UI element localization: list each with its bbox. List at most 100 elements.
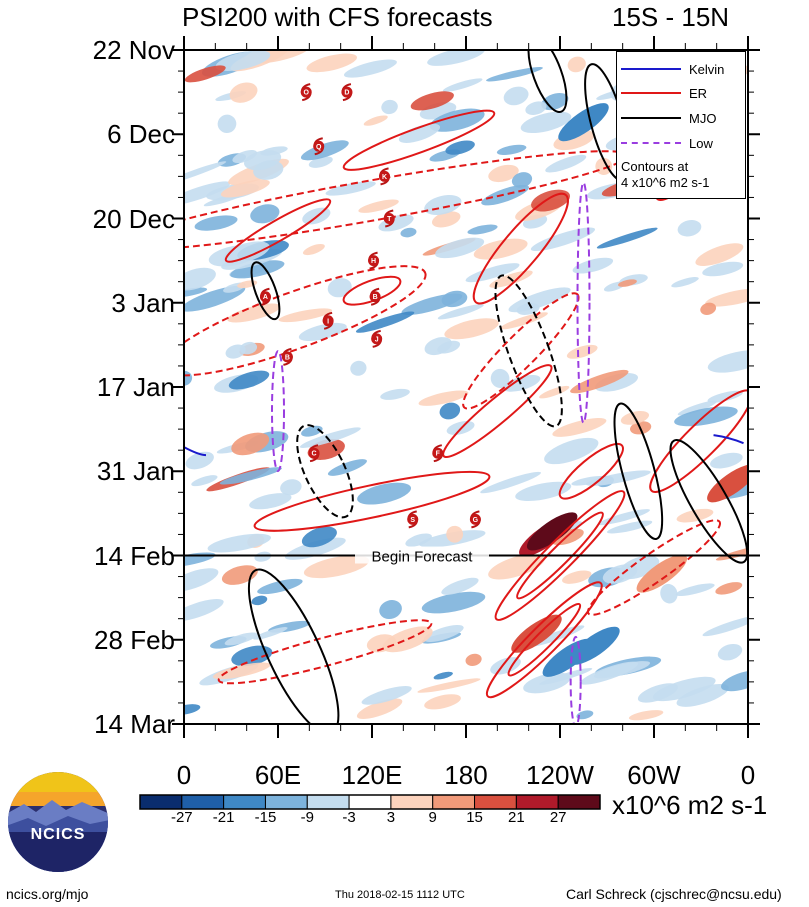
field-patch xyxy=(215,50,271,71)
field-patch xyxy=(702,261,744,277)
colorbar-tick-label: 3 xyxy=(386,809,396,826)
field-patch xyxy=(257,578,303,595)
field-patch xyxy=(253,627,288,640)
storm-eye xyxy=(369,291,381,303)
field-patch xyxy=(444,318,499,340)
field-patch xyxy=(488,553,545,580)
colorbar-swatch xyxy=(390,794,434,810)
y-tick-label: 20 Dec xyxy=(92,203,175,234)
field-patch xyxy=(303,555,370,579)
storm-eye xyxy=(322,315,334,327)
begin-forecast-label: Begin Forecast xyxy=(372,549,474,566)
field-patch xyxy=(260,146,288,156)
field-patch xyxy=(544,437,599,465)
legend-label: MJO xyxy=(689,110,717,126)
field-patch xyxy=(191,475,218,487)
field-patch xyxy=(380,388,410,400)
field-patch xyxy=(184,161,227,185)
field-patch xyxy=(481,184,530,206)
field-patch xyxy=(676,508,714,523)
contour-line xyxy=(576,181,591,424)
field-patch xyxy=(224,632,258,646)
legend-swatch xyxy=(621,117,681,119)
field-patch xyxy=(576,710,594,720)
field-patch xyxy=(184,65,226,83)
colorbar-border xyxy=(139,794,601,810)
storm-marker: Q xyxy=(313,137,325,156)
field-patch xyxy=(424,694,461,710)
field-patch xyxy=(185,451,214,470)
storm-eye xyxy=(259,291,271,303)
storm-label: H xyxy=(371,258,376,265)
storm-label: B xyxy=(373,294,378,301)
colorbar-tick-label: -21 xyxy=(212,809,235,826)
storm-marker: A xyxy=(259,287,271,306)
storm-marker: O xyxy=(300,83,312,102)
field-patch xyxy=(446,525,464,543)
colorbar-swatch xyxy=(264,794,308,810)
colorbar-swatch xyxy=(515,794,559,810)
storm-eye xyxy=(281,351,293,363)
field-patch xyxy=(490,368,510,388)
storm-label: K xyxy=(382,174,387,181)
field-patch xyxy=(717,643,743,661)
field-patch xyxy=(239,341,258,355)
region-label: 15S - 15N xyxy=(612,2,730,32)
legend-item-low: Low xyxy=(621,134,713,152)
y-tick-label: 31 Jan xyxy=(96,456,175,487)
contour-line xyxy=(669,439,748,564)
field-patch xyxy=(677,400,717,416)
field-core xyxy=(707,464,748,503)
contour-line xyxy=(224,198,332,263)
x-tick-label: 120W xyxy=(526,760,594,790)
field-patch xyxy=(223,241,270,264)
field-patch xyxy=(232,149,258,164)
field-patch xyxy=(671,276,699,288)
contour-line xyxy=(184,265,427,377)
field-patch xyxy=(695,243,744,267)
contour-line xyxy=(271,350,285,473)
field-core xyxy=(636,554,688,593)
contour-line xyxy=(217,619,433,685)
field-patch xyxy=(301,526,337,548)
storm-eye xyxy=(308,447,320,459)
field-patch xyxy=(707,350,748,373)
storm-label: F xyxy=(436,451,441,458)
colorbar-tick-label: 21 xyxy=(508,809,525,826)
field-patch xyxy=(488,164,519,183)
footer-timestamp: Thu 2018-02-15 1112 UTC xyxy=(335,889,465,901)
colorbar-swatch xyxy=(223,794,266,810)
footer-url[interactable]: ncics.org/mjo xyxy=(6,886,89,902)
field-patch xyxy=(228,370,270,390)
storm-marker: D xyxy=(341,83,353,102)
colorbar-swatch xyxy=(474,794,517,810)
field-patch xyxy=(705,288,748,307)
legend-note: Contours at 4 x10^6 m2 s-1 xyxy=(621,159,709,191)
storm-eye xyxy=(341,86,353,98)
storm-marker: G xyxy=(469,510,481,529)
storm-marker: H xyxy=(368,251,380,270)
field-patch xyxy=(212,662,271,680)
colorbar-tick-label: 15 xyxy=(466,809,483,826)
storm-eye xyxy=(469,513,481,525)
contour-line xyxy=(342,109,496,171)
x-tick-label: 0 xyxy=(176,760,192,790)
field-patch xyxy=(602,564,638,584)
field-patch xyxy=(366,634,396,653)
storm-marker: T xyxy=(383,209,395,228)
field-patch xyxy=(571,475,606,486)
field-patch xyxy=(710,452,743,469)
field-patch xyxy=(184,181,231,206)
storm-label: T xyxy=(387,216,392,223)
y-tick-label: 14 Mar xyxy=(94,709,175,739)
field-patch xyxy=(381,99,398,115)
storm-label: G xyxy=(473,517,479,524)
ncics-logo[interactable] xyxy=(6,770,110,874)
field-patch xyxy=(490,657,521,675)
field-patch xyxy=(184,287,208,298)
colorbar-tick-label: -27 xyxy=(170,809,193,826)
field-patch xyxy=(467,224,498,235)
logo-text: NCICS xyxy=(30,826,86,843)
storm-label: A xyxy=(263,294,268,301)
field-patch xyxy=(219,467,282,485)
